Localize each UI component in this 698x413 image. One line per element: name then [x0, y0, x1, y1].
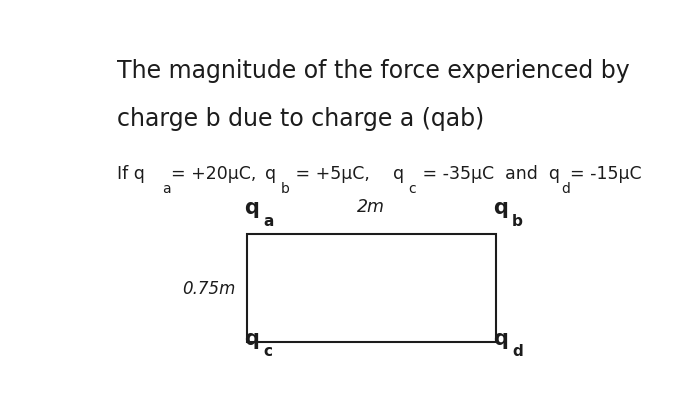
- Text: q: q: [244, 197, 259, 217]
- Text: d: d: [512, 344, 523, 358]
- Text: If q: If q: [117, 164, 145, 183]
- Text: q: q: [265, 164, 276, 183]
- Text: c: c: [408, 182, 416, 196]
- Text: 2m: 2m: [357, 198, 385, 216]
- Bar: [247, 234, 496, 342]
- Text: c: c: [263, 344, 272, 358]
- Text: q: q: [393, 164, 404, 183]
- Text: The magnitude of the force experienced by: The magnitude of the force experienced b…: [117, 59, 630, 83]
- Text: q: q: [493, 197, 508, 217]
- Text: a: a: [263, 213, 274, 228]
- Text: charge b due to charge a (qab): charge b due to charge a (qab): [117, 107, 484, 131]
- Text: = +20μC,: = +20μC,: [171, 164, 256, 183]
- Text: = -15μC: = -15μC: [570, 164, 642, 183]
- Text: q: q: [244, 328, 259, 348]
- Text: d: d: [561, 182, 570, 196]
- Text: = +5μC,: = +5μC,: [290, 164, 369, 183]
- Text: a: a: [162, 182, 170, 196]
- Text: b: b: [281, 182, 290, 196]
- Text: q: q: [493, 328, 508, 348]
- Text: = -35μC  and  q: = -35μC and q: [417, 164, 560, 183]
- Text: b: b: [512, 213, 523, 228]
- Text: 0.75m: 0.75m: [183, 279, 236, 297]
